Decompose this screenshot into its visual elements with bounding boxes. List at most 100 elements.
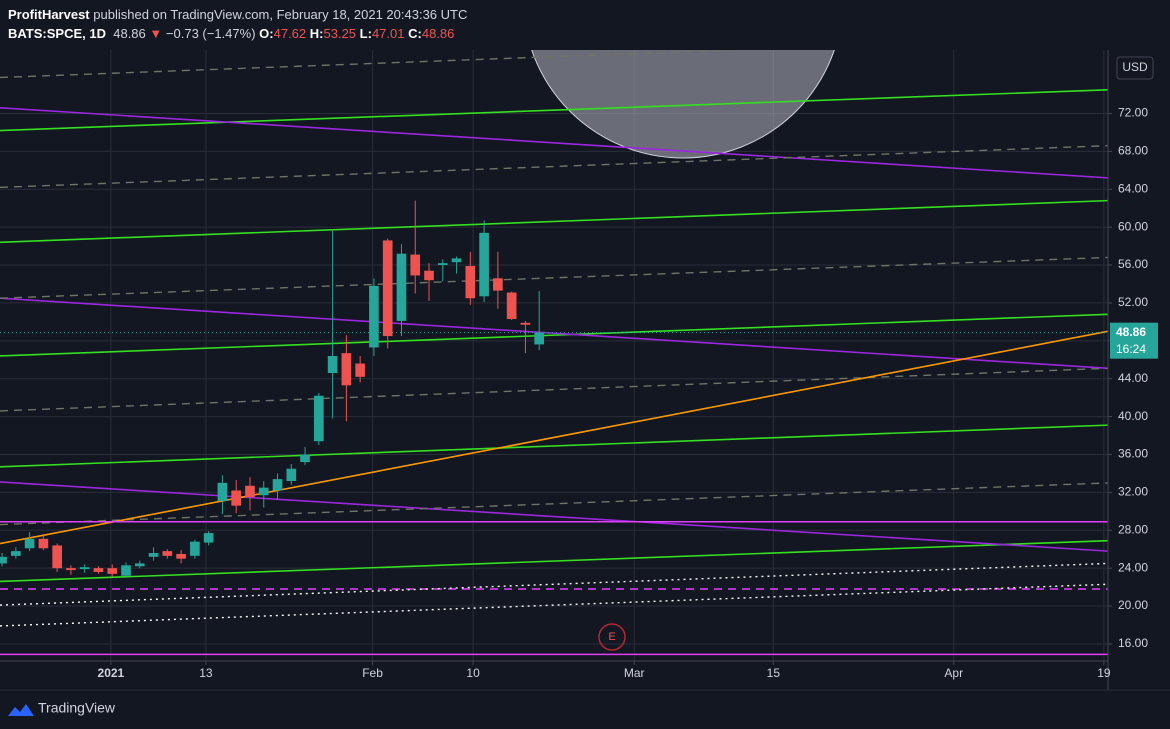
trendline bbox=[0, 199, 1108, 244]
change: −0.73 (−1.47%) bbox=[165, 26, 256, 41]
candle-body bbox=[258, 487, 269, 496]
trendline bbox=[0, 256, 1108, 299]
trendline bbox=[0, 562, 1108, 606]
y-tick-label: 52.00 bbox=[1118, 295, 1148, 309]
candle-body bbox=[314, 395, 324, 442]
candle-body bbox=[107, 568, 118, 574]
candle-body bbox=[272, 479, 283, 491]
trendline bbox=[0, 50, 749, 79]
y-tick-label: 40.00 bbox=[1118, 409, 1148, 423]
candle-body bbox=[382, 240, 393, 337]
candle-body bbox=[493, 278, 503, 291]
trendline bbox=[0, 481, 1108, 552]
trendline bbox=[0, 144, 1108, 189]
trendline bbox=[0, 583, 1108, 627]
trendline bbox=[0, 424, 1108, 468]
candle-body bbox=[506, 292, 517, 320]
x-tick-label: 10 bbox=[466, 666, 480, 680]
logo: TradingView bbox=[8, 700, 116, 716]
x-tick-label: Feb bbox=[362, 666, 383, 680]
candle-body bbox=[11, 551, 21, 556]
y-tick-label: 56.00 bbox=[1118, 257, 1148, 271]
x-tick-label: 15 bbox=[767, 666, 781, 680]
circle-drawing bbox=[531, 50, 835, 159]
candle-body bbox=[534, 332, 545, 345]
candle-body bbox=[24, 538, 35, 549]
candle-body bbox=[121, 565, 131, 576]
candle-body bbox=[327, 355, 338, 374]
currency: USD bbox=[1122, 60, 1148, 74]
candle-body bbox=[437, 263, 448, 266]
trendline bbox=[0, 482, 1108, 526]
last-price-box bbox=[1110, 322, 1158, 359]
candle-body bbox=[190, 541, 200, 556]
candle-body bbox=[286, 468, 297, 482]
currency-box bbox=[1116, 56, 1154, 80]
author: ProfitHarvest bbox=[8, 7, 90, 22]
last-price-label: 48.86 bbox=[1116, 325, 1146, 339]
candle-body bbox=[300, 454, 310, 463]
x-tick-label: Apr bbox=[944, 666, 963, 680]
candle-body bbox=[176, 553, 186, 559]
change-arrow: ▼ bbox=[149, 26, 163, 41]
header: ProfitHarvest published on TradingView.c… bbox=[8, 5, 467, 43]
candle-body bbox=[451, 258, 462, 263]
candle-body bbox=[396, 253, 407, 321]
y-tick-label: 68.00 bbox=[1118, 144, 1148, 158]
candle-body bbox=[479, 232, 489, 297]
candle-body bbox=[520, 322, 531, 325]
published: published on TradingView.com, February 1… bbox=[93, 7, 468, 22]
x-tick-label: 2021 bbox=[98, 666, 125, 680]
candle-body bbox=[134, 563, 145, 567]
y-tick-label: 72.00 bbox=[1118, 106, 1148, 120]
y-tick-label: 64.00 bbox=[1118, 181, 1148, 195]
open-value: 47.62 bbox=[273, 26, 307, 41]
o-label: O: bbox=[259, 26, 274, 41]
event-label: E bbox=[608, 631, 615, 643]
high-value: 53.25 bbox=[323, 26, 357, 41]
candle-body bbox=[79, 567, 90, 570]
trendline bbox=[0, 539, 1108, 583]
y-tick-label: 24.00 bbox=[1118, 560, 1148, 574]
candle-body bbox=[66, 568, 76, 571]
x-tick-label: Mar bbox=[624, 666, 645, 680]
y-tick-label: 16.00 bbox=[1118, 636, 1148, 650]
candle-body bbox=[245, 485, 255, 498]
logo-icon bbox=[8, 704, 34, 716]
countdown: 16:24 bbox=[1116, 342, 1146, 356]
candle-body bbox=[355, 363, 365, 377]
y-tick-label: 60.00 bbox=[1118, 219, 1148, 233]
y-tick-label: 32.00 bbox=[1118, 485, 1148, 499]
last-price: 48.86 bbox=[113, 26, 146, 41]
candle-body bbox=[410, 254, 421, 276]
candle-body bbox=[341, 353, 352, 386]
brand: TradingView bbox=[38, 700, 116, 716]
low-value: 47.01 bbox=[371, 26, 405, 41]
candle-body bbox=[0, 556, 7, 564]
y-tick-label: 44.00 bbox=[1118, 371, 1148, 385]
candle-body bbox=[217, 482, 228, 501]
candle-body bbox=[38, 538, 49, 549]
event-marker[interactable] bbox=[598, 623, 626, 651]
close-value: 48.86 bbox=[421, 26, 455, 41]
symbol: BATS:SPCE, 1D bbox=[8, 26, 106, 41]
y-tick-label: 28.00 bbox=[1118, 522, 1148, 536]
candle-body bbox=[93, 568, 104, 572]
trendline bbox=[0, 106, 1108, 179]
candle-body bbox=[203, 533, 214, 543]
h-label: H: bbox=[309, 26, 324, 41]
c-label: C: bbox=[408, 26, 422, 41]
header-line-2: BATS:SPCE, 1D 48.86 ▼ −0.73 (−1.47%) O:4… bbox=[8, 24, 467, 43]
y-tick-label: 20.00 bbox=[1118, 598, 1148, 612]
candle-body bbox=[424, 270, 434, 281]
candle-body bbox=[162, 551, 173, 556]
x-tick-label: 19 bbox=[1097, 666, 1111, 680]
y-tick-label: 36.00 bbox=[1118, 447, 1148, 461]
header-line-1: ProfitHarvest published on TradingView.c… bbox=[8, 5, 467, 24]
trendline bbox=[0, 330, 1108, 545]
candle-body bbox=[52, 545, 62, 569]
candle-body bbox=[148, 553, 159, 557]
candle-body bbox=[369, 285, 379, 348]
